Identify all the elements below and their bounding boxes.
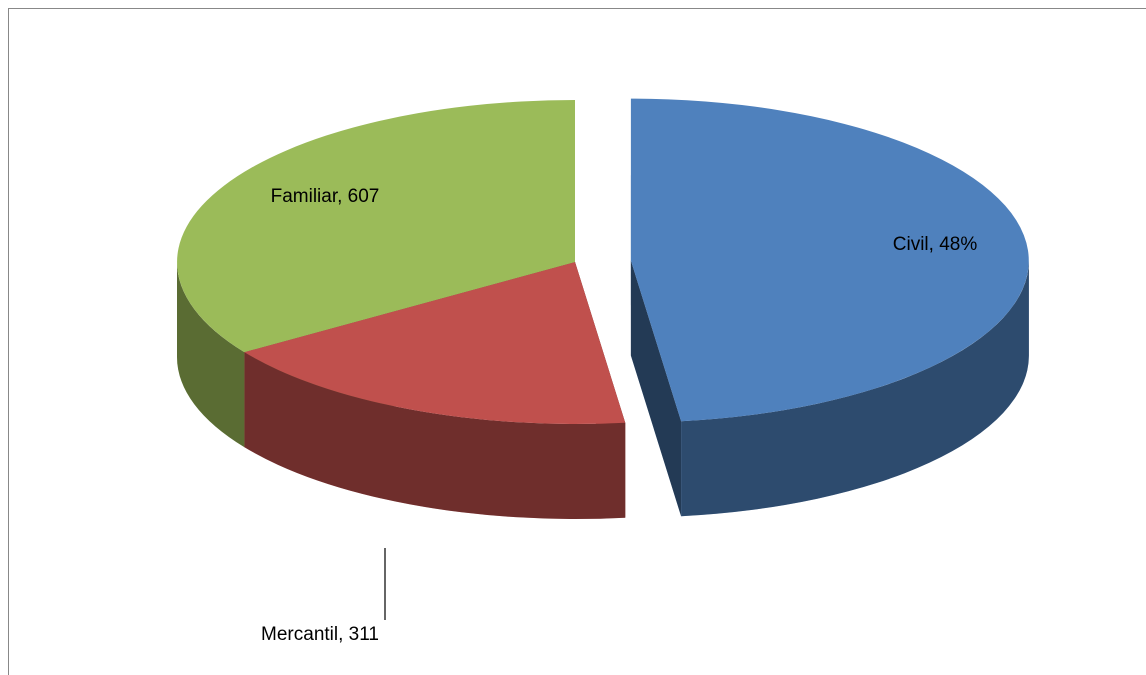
slice: [177, 100, 575, 353]
slice: [244, 262, 626, 424]
slice-wall: [244, 352, 626, 519]
data-label: Civil, 48%: [893, 234, 978, 255]
slice-wall-shade: [681, 260, 1029, 517]
slice-wall-shade: [177, 262, 245, 448]
slice: [630, 98, 1029, 422]
slice-wall: [177, 262, 245, 448]
slice-face-shade: [630, 260, 682, 517]
data-label: Mercantil, 311: [261, 624, 379, 645]
slice-wall-shade: [244, 352, 626, 519]
slice-wall: [681, 260, 1029, 517]
data-label: Familiar, 607: [271, 186, 380, 207]
